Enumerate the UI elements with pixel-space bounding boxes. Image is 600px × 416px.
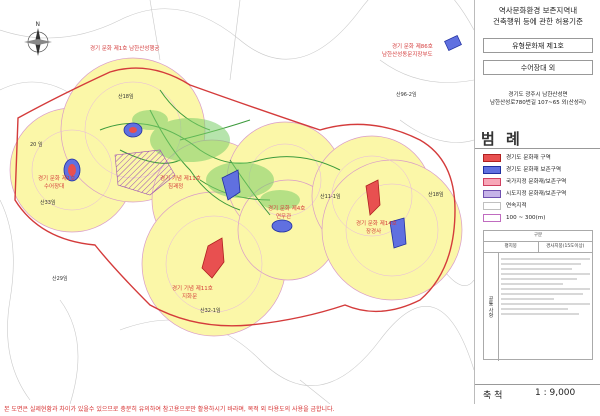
label-heritage-right-2: 장경사: [366, 227, 381, 235]
label-heritage-topright-1: 경기 문화 제86호: [392, 42, 433, 50]
label-mountain-2: 산33임: [40, 199, 56, 206]
panel-heading-line2: 건축행위 등에 관한 허용기준: [493, 17, 583, 26]
map-canvas[interactable]: 경기 문화 제1호 남한산성행궁 경기 문화 제86호 남한산성동문지장부도 경…: [0, 0, 475, 405]
legend-swatch: [483, 165, 501, 174]
address-line1: 경기도 광주시 남한산성면: [508, 92, 568, 98]
label-mountain-1: 산18임: [118, 93, 134, 100]
disclaimer-note: 본 도면은 실제현황과 차이가 있을수 있으므로 충분히 유의하여 참고용으로만…: [4, 406, 335, 413]
label-mountain-7: 산96-2임: [396, 91, 417, 98]
table-body: [499, 253, 592, 361]
legend-swatch: [483, 189, 501, 198]
label-heritage-right-1: 경기 문화 제14호: [356, 219, 397, 227]
legend-swatch: [483, 153, 501, 162]
legend-swatch: [483, 213, 501, 222]
label-mountain-3: 산29임: [52, 275, 68, 282]
map-view[interactable]: 경기 문화 제1호 남한산성행궁 경기 문화 제86호 남한산성동문지장부도 경…: [0, 0, 475, 405]
label-heritage-center-1: 경기 기념 제11호: [160, 174, 201, 182]
label-heritage-center-2: 침괘정: [168, 182, 183, 190]
label-heritage-left-2: 수어장대: [44, 182, 64, 190]
hatched-district: [114, 149, 176, 196]
scale-box: 축 척 1 : 9,000: [475, 384, 600, 402]
legend-item: 시도지정 문화재/보존구역: [483, 189, 566, 200]
heritage-labels: 경기 문화 제1호 남한산성행궁 경기 문화 제86호 남한산성동문지장부도 경…: [38, 42, 433, 300]
panel-heading-line1: 역사문화환경 보존지역내: [498, 6, 578, 15]
legend-item: 100 ~ 300(m): [483, 213, 545, 224]
heritage-name: 수어장대 외: [483, 60, 593, 75]
svg-text:N: N: [36, 21, 41, 28]
label-mountain-4: 산32-1임: [200, 307, 221, 314]
label-mountain-5: 산11-1임: [320, 193, 341, 200]
heritage-type: 유형문화재 제1호: [483, 38, 593, 53]
table-col-flat: 평지붕: [484, 242, 539, 252]
info-panel: 역사문화환경 보존지역내 건축행위 등에 관한 허용기준 유형문화재 제1호 수…: [474, 0, 600, 404]
table-side-label: 공통 사항: [484, 253, 499, 361]
regulation-table: 구분 평지붕 경사지붕(15도이상) 공통 사항: [483, 230, 593, 361]
table-col-slope: 경사지붕(15도이상): [546, 244, 585, 249]
label-heritage-left-1: 경기 문화 제1호: [38, 174, 75, 182]
legend-item: 경기도 문화재 구역: [483, 153, 551, 164]
legend-swatch: [483, 201, 501, 210]
scale-value: 1 : 9,000: [535, 388, 576, 398]
parcel-labels: 산18임 산33임 산29임 산32-1임 산11-1임 산18임 산96-2임…: [30, 91, 444, 314]
legend-item: 연속지적: [483, 201, 527, 212]
table-header: 구분: [484, 231, 592, 242]
legend-divider: [475, 148, 600, 149]
address-line2: 남한산성로780번길 107~65 외(산성리): [489, 100, 587, 106]
legend-item: 국가지정 문화재/보존구역: [483, 177, 566, 188]
label-plot-20: 20 임: [30, 141, 43, 148]
north-arrow-icon: N: [24, 21, 52, 56]
legend-item: 경기도 문화재 보존구역: [483, 165, 561, 176]
label-mountain-6: 산18임: [428, 191, 444, 198]
label-heritage-bottom-1: 경기 기념 제11호: [172, 284, 213, 292]
label-heritage-top: 경기 문화 제1호 남한산성행궁: [90, 44, 159, 52]
forest-patches: [132, 110, 300, 210]
protection-boundary: [14, 67, 456, 327]
heritage-zones: [63, 35, 462, 279]
legend-title: 범 례: [481, 130, 523, 148]
label-heritage-topright-2: 남한산성동문지장부도: [382, 50, 433, 58]
scale-label: 축 척: [483, 391, 503, 401]
label-heritage-bottom-2: 지화문: [182, 292, 197, 300]
label-heritage-mid-1: 경기 문화 제4호: [268, 204, 305, 212]
label-heritage-mid-2: 연무관: [276, 212, 291, 220]
legend-swatch: [483, 177, 501, 186]
